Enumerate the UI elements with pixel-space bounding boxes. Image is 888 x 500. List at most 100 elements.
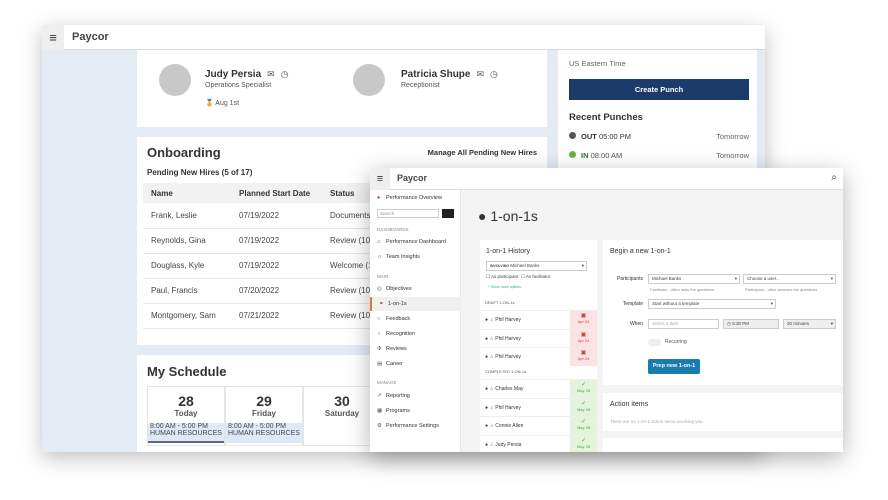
sidebar-item-objectives[interactable]: ◎ Objectives xyxy=(370,282,461,296)
check-icon: ✓ xyxy=(580,400,587,407)
menu-icon[interactable]: ≡ xyxy=(370,168,390,190)
col-header[interactable]: Name xyxy=(143,183,231,203)
cell: 07/19/2022 xyxy=(231,228,322,254)
people-icon: ⚭ xyxy=(379,301,384,307)
time-input[interactable]: ◷ 5:30 PM xyxy=(723,319,779,329)
date-label: May 28 xyxy=(576,425,591,430)
mail-icon[interactable]: ✉ xyxy=(476,69,485,79)
ribbon-icon: ♁ xyxy=(377,331,382,337)
show-more-options-link[interactable]: + Show more options xyxy=(488,285,521,289)
history-person: Phil Harvey xyxy=(495,317,521,323)
facilitator-select[interactable]: Michael Banks ▾ xyxy=(648,274,740,284)
punch-time: 08:00 AM xyxy=(590,151,623,160)
sidebar-item-label: Reporting xyxy=(386,393,410,399)
person-role: Operations Specialist xyxy=(205,82,272,89)
person-name[interactable]: Judy Persia xyxy=(205,69,262,80)
onboarding-title: Onboarding xyxy=(147,145,221,160)
filter-value: Michael Banks xyxy=(510,263,540,268)
person-icon: ♙ xyxy=(489,441,494,448)
create-punch-button[interactable]: Create Punch xyxy=(569,79,749,100)
sidebar-section: MAIN xyxy=(377,274,389,279)
facilitator-hint: Facilitator - often asks the questions xyxy=(650,287,715,292)
sidebar-item-label: Programs xyxy=(386,408,410,414)
sidebar-item-career[interactable]: ▤ Career xyxy=(370,357,461,371)
schedule-day[interactable]: 29 Friday 8:00 AM - 5:00 PM HUMAN RESOURCES xyxy=(225,386,303,446)
sidebar-item-performance-settings[interactable]: ⚙ Performance Settings xyxy=(370,419,461,433)
shift-time: 8:00 AM - 5:00 PM xyxy=(228,423,286,430)
one-on-one-icon: ● xyxy=(478,208,487,224)
gear-icon: ⚙ xyxy=(377,423,382,429)
status-dot xyxy=(569,151,576,158)
history-person: Connie Allen xyxy=(495,423,524,429)
performance-window: ≡ Paycor ⌕ ● Performance Overview Search … xyxy=(370,168,843,452)
sidebar-item-label: Recognition xyxy=(386,331,416,337)
one-on-one-icon: ● xyxy=(485,386,489,392)
shift-block[interactable]: 8:00 AM - 5:00 PM HUMAN RESOURCES xyxy=(226,423,302,443)
team-card: Judy Persia ✉ ◷ Operations Specialist 🏅 Au… xyxy=(137,50,547,127)
anniversary: Aug 1st xyxy=(215,100,240,107)
prep-new-button[interactable]: Prep new 1-on-1 xyxy=(648,359,700,374)
history-row[interactable]: ● ♙ Charles May ✓ May 28 xyxy=(480,379,597,398)
sidebar-item-reporting[interactable]: ↗ Reporting xyxy=(370,389,461,403)
sidebar-item-1-on-1s[interactable]: ⚭ 1-on-1s xyxy=(370,297,461,311)
chat-icon: ○ xyxy=(377,316,381,322)
sidebar-item-team-insights[interactable]: ☼ Team Insights xyxy=(370,250,461,264)
person-icon: ♙ xyxy=(489,404,494,411)
person-icon: ♙ xyxy=(489,354,494,360)
sidebar-search-input[interactable]: Search xyxy=(377,209,439,218)
menu-icon[interactable]: ≡ xyxy=(42,25,64,50)
sidebar-item-recognition[interactable]: ♁ Recognition xyxy=(370,327,461,341)
day-number: 30 xyxy=(334,393,350,409)
sidebar-item-reviews[interactable]: ✣ Reviews xyxy=(370,342,461,356)
participant-select[interactable]: Choose a user... ▾ xyxy=(743,274,836,284)
one-on-one-icon: ● xyxy=(485,423,489,429)
top-bar: ≡ Paycor ⌕ xyxy=(370,168,843,190)
history-row[interactable]: ● ♙ Phil Harvey ▣ Apr 24 xyxy=(480,328,597,348)
sidebar-item-performance-dashboard[interactable]: ⌂ Performance Dashboard xyxy=(370,235,461,249)
history-row[interactable]: ● ♙ Phil Harvey ▣ Apr 24 xyxy=(480,310,597,329)
sidebar-item-programs[interactable]: ▦ Programs xyxy=(370,404,461,418)
date-label: May 28 xyxy=(576,388,591,393)
cell: Montgomery, Sam xyxy=(143,303,231,329)
manage-hires-link[interactable]: Manage All Pending New Hires xyxy=(427,148,537,157)
day-number: 29 xyxy=(256,393,272,409)
involving-select[interactable]: INVOLVING Michael Banks ▾ xyxy=(486,261,587,271)
col-header[interactable]: Planned Start Date xyxy=(231,183,322,203)
as-facilitator-checkbox[interactable]: ☐ As facilitator xyxy=(520,274,551,279)
person-name[interactable]: Patricia Shupe xyxy=(401,69,471,80)
history-row[interactable]: ● ♙ Phil Harvey ✓ May 28 xyxy=(480,397,597,417)
history-row[interactable]: ● ♙ Connie Allen ✓ May 28 xyxy=(480,416,597,435)
search-icon[interactable]: ⌕ xyxy=(831,172,837,183)
shift-block[interactable]: 8:00 AM - 5:00 PM HUMAN RESOURCES xyxy=(148,423,224,443)
mail-icon[interactable]: ✉ xyxy=(267,69,275,79)
date-input[interactable]: Select a date xyxy=(648,319,719,329)
clock-icon[interactable]: ◷ xyxy=(490,69,498,79)
history-row[interactable]: ● ♙ Phil Harvey ▣ Apr 24 xyxy=(480,347,597,366)
sidebar-item-performance-overview[interactable]: ● Performance Overview xyxy=(377,195,442,201)
reviews-icon: ✣ xyxy=(377,346,382,352)
keyboard-shortcut-icon[interactable] xyxy=(442,209,454,218)
sidebar-item-feedback[interactable]: ○ Feedback xyxy=(370,312,461,326)
history-row[interactable]: ● ♙ Judy Persia ✓ May 28 xyxy=(480,434,597,452)
schedule-day[interactable]: 28 Today 8:00 AM - 5:00 PM HUMAN RESOURCES xyxy=(147,386,225,446)
cell: 07/19/2022 xyxy=(231,253,322,279)
shift-dept: HUMAN RESOURCES xyxy=(150,430,222,437)
punch-card: US Eastern Time Create Punch Recent Punc… xyxy=(558,50,757,170)
duration-select[interactable]: 30 minutes ▾ xyxy=(783,319,836,329)
punch-type: OUT xyxy=(581,132,597,141)
punch-when: Tomorrow xyxy=(716,151,749,160)
completed-date: ✓ May 28 xyxy=(570,435,597,452)
filter-label: INVOLVING xyxy=(490,264,509,268)
lightbulb-icon: ☼ xyxy=(377,254,383,260)
as-participant-checkbox[interactable]: ☐ As participant xyxy=(486,274,519,279)
history-person: Phil Harvey xyxy=(495,335,521,342)
sidebar-item-label: Performance Dashboard xyxy=(386,239,446,245)
next-card xyxy=(603,438,843,452)
template-select[interactable]: Start without a template ▾ xyxy=(648,299,776,309)
one-on-one-icon: ● xyxy=(485,335,489,342)
recurring-toggle[interactable] xyxy=(648,339,661,346)
one-on-one-icon: ● xyxy=(485,441,489,448)
award-icon: 🏅 xyxy=(205,100,214,107)
clock-icon[interactable]: ◷ xyxy=(280,69,289,79)
punch-when: Tomorrow xyxy=(716,132,749,141)
